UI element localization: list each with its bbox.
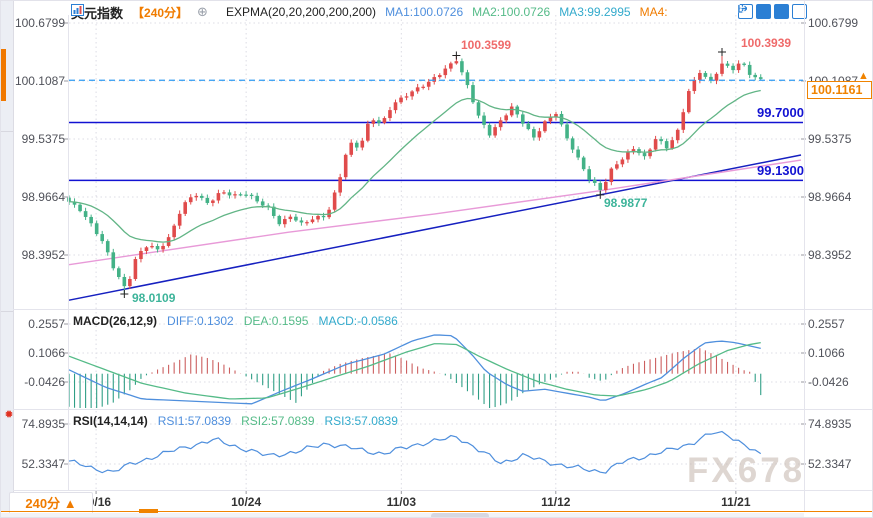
annotation-low-2: 98.9877 (604, 196, 648, 210)
annotation-high-1: 100.3599 (461, 38, 512, 52)
current-price-badge: 100.1161 (807, 81, 872, 99)
indicator-name[interactable]: EXPMA(20,20,200,200,200) (225, 5, 377, 19)
indicator-window-icon[interactable] (738, 4, 771, 19)
ma2-value: MA2:100.0726 (472, 5, 551, 19)
panel-separator (13, 490, 872, 491)
alert-sun-icon[interactable]: ✹ (4, 409, 14, 421)
macd-value: MACD:-0.0586 (318, 314, 398, 328)
y-axis-label: 0.2557 (808, 317, 845, 331)
rsi-header: RSI(14,14,14) RSI1:57.0839 RSI2:57.0839 … (73, 414, 398, 428)
marker-layer (120, 48, 727, 299)
y-axis-label: 0.1066 (808, 346, 845, 360)
y-axis-label: 52.3347 (808, 457, 852, 471)
x-axis-label: 11/21 (721, 495, 751, 509)
chart-header: 美元指数 【240分】 ⊕ EXPMA(20,20,200,200,200) M… (71, 4, 668, 21)
add-indicator-icon[interactable]: ⊕ (197, 4, 208, 19)
y-axis-label: 52.3347 (21, 457, 65, 471)
y-axis-label: 100.6799 (14, 16, 65, 30)
horizontal-scrollbar-track[interactable] (1, 513, 804, 517)
macd-name[interactable]: MACD(26,12,9) (73, 314, 158, 328)
y-axis-label: -0.0426 (808, 375, 849, 389)
drawing-tool-icon[interactable] (738, 4, 789, 19)
horizontal-scrollbar-thumb[interactable] (431, 513, 489, 517)
ma4-value: MA4: (639, 5, 668, 19)
y-axis-label: 98.9664 (21, 190, 65, 204)
strip-divider (1, 131, 13, 132)
y-axis-label: 98.9664 (808, 190, 852, 204)
watermark: FX678 (687, 451, 806, 490)
annotation-low-1: 98.0109 (132, 291, 176, 305)
price-up-arrow-icon: ▲ (858, 70, 869, 82)
macd-dea-value: DEA:0.1595 (243, 314, 309, 328)
axis-divider (804, 1, 805, 511)
y-axis-label: 74.8935 (21, 417, 65, 431)
x-axis-label: 10/24 (231, 495, 262, 509)
resistance-level-label[interactable]: 99.7000 (757, 105, 804, 120)
y-axis-label: 100.1087 (14, 74, 65, 88)
rsi3-value: RSI3:57.0839 (324, 414, 398, 428)
rsi2-value: RSI2:57.0839 (241, 414, 315, 428)
symbol-title: 美元指数 (71, 5, 124, 21)
y-axis-label: 99.5375 (21, 132, 65, 146)
rsi-name[interactable]: RSI(14,14,14) (73, 414, 148, 428)
x-axis-label: 11/03 (386, 495, 416, 509)
plot-left-border (68, 15, 69, 490)
annotation-high-2: 100.3939 (741, 36, 792, 50)
chart-toolbar (738, 4, 807, 19)
y-axis-label: 98.3952 (808, 248, 852, 262)
grid-layer (64, 15, 806, 494)
y-axis-label: 100.6799 (808, 16, 859, 30)
rsi1-value: RSI1:57.0839 (157, 414, 232, 428)
macd-diff-value: DIFF:0.1302 (167, 314, 234, 328)
x-axis-label: 11/12 (541, 495, 571, 509)
panel-separator (13, 309, 872, 310)
support-level-label[interactable]: 99.1300 (757, 163, 804, 178)
macd-panel-layer (68, 334, 762, 408)
y-axis-label: -0.0426 (24, 375, 65, 389)
strip-divider (1, 311, 13, 312)
bottom-accent-line (1, 511, 872, 512)
strip-orange-indicator (1, 49, 6, 101)
macd-header: MACD(26,12,9) DIFF:0.1302 DEA:0.1595 MAC… (73, 314, 398, 328)
y-axis-label: 98.3952 (21, 248, 65, 262)
exit-chart-icon[interactable] (738, 4, 807, 19)
interval-label[interactable]: 【240分】 (132, 5, 189, 20)
y-axis-label: 74.8935 (808, 417, 852, 431)
ma3-value: MA3:99.2995 (559, 5, 631, 19)
panel-separator (13, 409, 872, 410)
bottom-accent-segment (139, 509, 158, 513)
y-axis-label: 99.5375 (808, 132, 852, 146)
left-tool-strip[interactable] (1, 1, 14, 512)
price-panel-layer (67, 52, 803, 301)
rsi-panel-layer (68, 430, 762, 474)
y-axis-label: 0.1066 (28, 346, 65, 360)
ma1-value: MA1:100.0726 (385, 5, 464, 19)
y-axis-label: 0.2557 (28, 317, 65, 331)
